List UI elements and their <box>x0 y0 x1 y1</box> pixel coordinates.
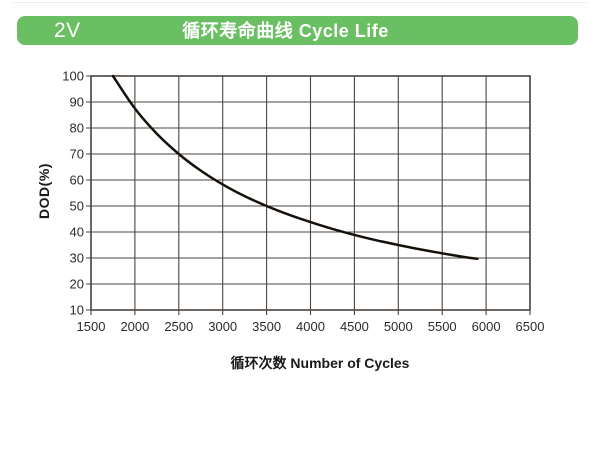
x-tick-label: 6500 <box>516 319 545 334</box>
voltage-badge: 2V <box>54 19 81 42</box>
x-tick-label: 2000 <box>120 319 149 334</box>
y-tick-label: 70 <box>70 147 84 162</box>
header-bar: 2V 循环寿命曲线 Cycle Life <box>17 16 578 45</box>
y-axis-label: DOD(%) <box>36 163 52 219</box>
x-tick-label: 2500 <box>164 319 193 334</box>
x-tick-label: 6000 <box>472 319 501 334</box>
y-tick-label: 30 <box>70 251 84 266</box>
cycle-life-curve <box>111 74 479 261</box>
y-tick-label: 20 <box>70 277 84 292</box>
top-divider <box>14 2 586 3</box>
y-tick-label: 10 <box>70 303 84 318</box>
y-tick-label: 50 <box>70 199 84 214</box>
plot-border <box>90 75 531 311</box>
x-axis-label: 循环次数 Number of Cycles <box>230 355 410 371</box>
y-tick-label: 100 <box>62 69 84 84</box>
y-tick-label: 90 <box>70 95 84 110</box>
x-tick-label: 4500 <box>340 319 369 334</box>
x-tick-label: 3500 <box>252 319 281 334</box>
x-tick-label: 5500 <box>428 319 457 334</box>
y-tick-label: 80 <box>70 121 84 136</box>
x-tick-label: 4000 <box>296 319 325 334</box>
page-title: 循环寿命曲线 Cycle Life <box>182 21 389 41</box>
x-tick-label: 1500 <box>77 319 106 334</box>
y-tick-label: 60 <box>70 173 84 188</box>
x-tick-label: 5000 <box>384 319 413 334</box>
y-tick-label: 40 <box>70 225 84 240</box>
x-tick-label: 3000 <box>208 319 237 334</box>
